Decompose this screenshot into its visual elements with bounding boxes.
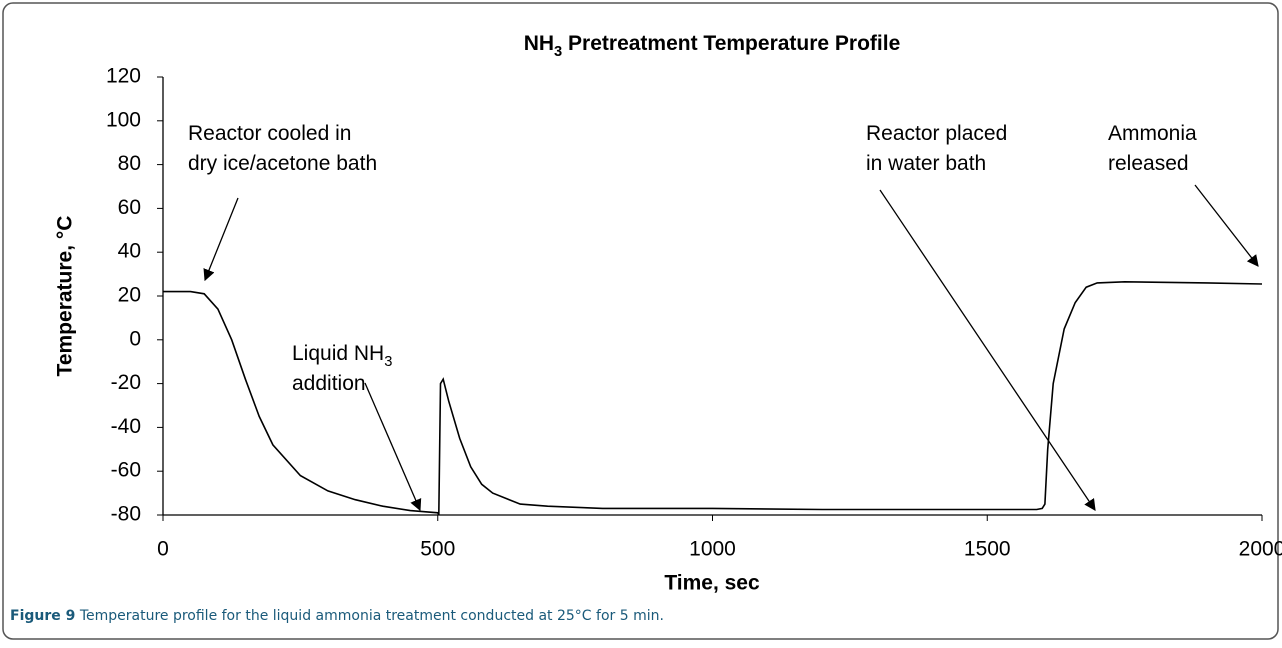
x-tick-label: 500	[420, 538, 455, 561]
text-part: Ammonia	[1108, 122, 1197, 145]
annotation: released	[1108, 152, 1189, 175]
x-tick-label: 1000	[689, 538, 736, 561]
y-tick-label: 0	[129, 327, 141, 350]
text-part: in water bath	[866, 152, 986, 175]
x-tick-label: 2000	[1239, 538, 1282, 561]
annotation: Reactor cooled in	[188, 122, 351, 145]
text-part: Liquid NH	[292, 342, 384, 365]
text-part: Reactor placed	[866, 122, 1007, 145]
text-part: Reactor cooled in	[188, 122, 351, 145]
y-tick-label: 60	[118, 196, 141, 219]
caption-text: Temperature profile for the liquid ammon…	[79, 608, 664, 624]
y-tick-label: -60	[111, 459, 141, 482]
subscript: 3	[384, 354, 392, 370]
annotation: addition	[292, 372, 366, 395]
text-part: dry ice/acetone bath	[188, 152, 377, 175]
x-tick-label: 0	[157, 538, 169, 561]
annotation: Reactor placed	[866, 122, 1007, 145]
caption-label: Figure 9	[10, 608, 76, 624]
annotation: Ammonia	[1108, 122, 1197, 145]
text-part: Pretreatment Temperature Profile	[562, 32, 900, 55]
caption: Figure 9 Temperature profile for the liq…	[10, 608, 664, 624]
arrows	[203, 184, 1259, 512]
y-tick-label: 80	[118, 152, 141, 175]
y-tick-label: 120	[106, 65, 141, 88]
text-part: released	[1108, 152, 1189, 175]
y-tick-label: 20	[118, 284, 141, 307]
y-tick-label: -20	[111, 371, 141, 394]
y-axis-label: Temperature, °C	[54, 216, 77, 377]
y-tick-label: 100	[106, 108, 141, 131]
annotation: dry ice/acetone bath	[188, 152, 377, 175]
annotation: Liquid NH3	[292, 342, 392, 370]
x-axis-label: Time, sec	[664, 572, 760, 595]
chart-title: NH3 Pretreatment Temperature Profile	[524, 32, 901, 60]
annotation: in water bath	[866, 152, 986, 175]
text-part: NH	[524, 32, 554, 55]
y-tick-label: -40	[111, 415, 141, 438]
x-tick-label: 1500	[964, 538, 1011, 561]
text-part: addition	[292, 372, 366, 395]
subscript: 3	[554, 44, 562, 60]
y-tick-label: 40	[118, 240, 141, 263]
y-tick-label: -80	[111, 503, 141, 526]
temperature-line	[163, 280, 1263, 516]
